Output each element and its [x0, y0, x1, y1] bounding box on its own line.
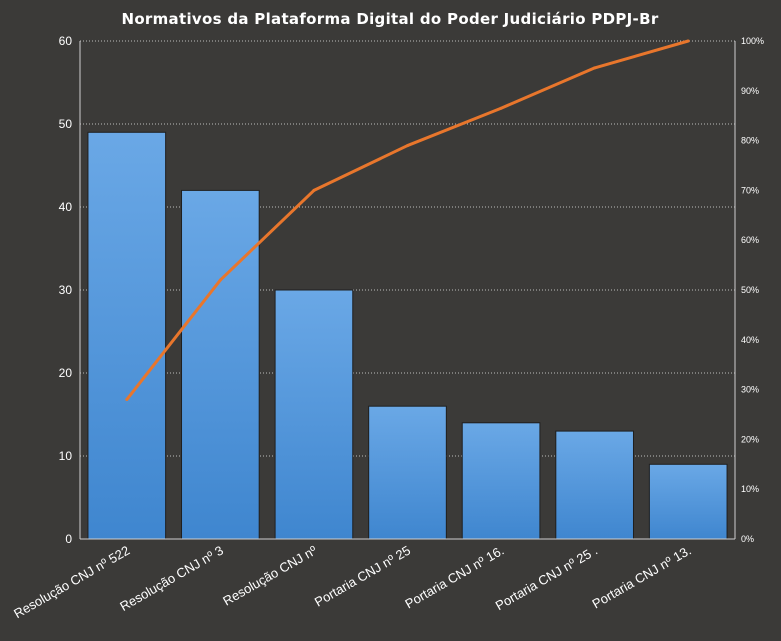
bar: [368, 405, 447, 540]
line-point: [125, 398, 129, 402]
line-point: [499, 106, 503, 110]
line-point: [218, 278, 222, 282]
bar: [181, 189, 260, 540]
y2-tick-label: 40%: [741, 335, 759, 345]
y-tick-label: 40: [59, 200, 73, 214]
chart-title: Normativos da Plataforma Digital do Pode…: [121, 10, 658, 28]
x-tick-label: Portaria CNJ nº 16.: [402, 543, 506, 612]
bar: [87, 131, 167, 540]
axes: [79, 41, 736, 540]
y-tick-label: 10: [59, 449, 73, 463]
x-tick-label: Resolução CNJ nº 522: [11, 543, 132, 622]
y2-tick-label: 100%: [741, 36, 764, 46]
y2-tick-label: 0%: [741, 534, 754, 544]
line-point: [593, 66, 597, 70]
line-point: [406, 144, 409, 148]
bar: [274, 289, 354, 540]
gridlines: [80, 40, 735, 457]
line-point: [686, 39, 690, 43]
bar-series: [87, 131, 728, 540]
y-tick-label: 30: [59, 283, 73, 297]
x-tick-label: Portaria CNJ nº 25: [312, 543, 413, 610]
y2-tick-label: 10%: [741, 484, 759, 494]
bar: [555, 430, 634, 540]
line-point: [312, 188, 316, 192]
y2-tick-label: 30%: [741, 385, 759, 395]
bar: [461, 422, 541, 540]
y-tick-label: 20: [59, 366, 73, 380]
y2-tick-label: 50%: [741, 285, 759, 295]
y-tick-label: 50: [59, 117, 73, 131]
y-tick-label: 60: [59, 34, 73, 48]
bar: [648, 463, 728, 540]
x-tick-label: Portaria CNJ nº 25 .: [493, 543, 600, 614]
y-tick-label: 0: [65, 532, 72, 546]
y2-tick-label: 90%: [741, 86, 759, 96]
y2-tick-label: 60%: [741, 235, 759, 245]
x-tick-label: Resolução CNJ nº: [220, 542, 319, 608]
cumulative-line-series: [125, 39, 690, 402]
y2-tick-label: 80%: [741, 136, 759, 146]
x-tick-label: Portaria CNJ nº 13.: [589, 543, 693, 612]
y2-tick-label: 20%: [741, 434, 759, 444]
x-tick-label: Resolução CNJ nº 3: [117, 543, 226, 614]
y2-tick-label: 70%: [741, 185, 759, 195]
